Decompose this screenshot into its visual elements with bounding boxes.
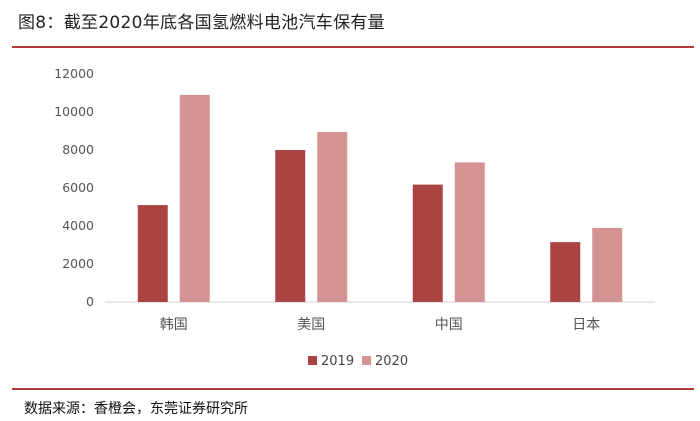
bar-2020-韩国 [179, 94, 210, 303]
y-tick-label: 8000 [62, 142, 94, 157]
bars [137, 94, 623, 303]
x-category-label: 美国 [297, 317, 325, 333]
chart-title: 图8：截至2020年底各国氢燃料电池汽车保有量 [18, 13, 385, 33]
bar-2020-中国 [454, 162, 485, 302]
x-category-label: 中国 [435, 317, 463, 333]
legend-swatch-2020 [362, 356, 371, 365]
y-axis-tick-labels: 0 2000 4000 6000 8000 10000 12000 [54, 66, 94, 309]
bar-2020-美国 [317, 131, 348, 302]
y-tick-label: 2000 [62, 256, 94, 271]
bar-2020-日本 [592, 227, 623, 302]
y-tick-label: 10000 [54, 104, 94, 119]
bar-2019-日本 [550, 242, 581, 302]
x-category-label: 韩国 [160, 317, 188, 333]
y-tick-label: 4000 [62, 218, 94, 233]
title-divider [12, 46, 694, 48]
y-tick-label: 0 [86, 294, 94, 309]
x-category-label: 日本 [572, 317, 600, 333]
bar-2019-中国 [412, 184, 443, 302]
legend: 2019 2020 [308, 354, 408, 369]
x-axis-category-labels: 韩国 美国 中国 日本 [160, 317, 601, 333]
legend-swatch-2019 [308, 356, 317, 365]
bar-2019-美国 [275, 150, 306, 302]
bar-chart: 0 2000 4000 6000 8000 10000 12000 韩国 美国 中国 日本 201… [54, 66, 655, 369]
legend-label: 2019 [321, 354, 354, 369]
legend-label: 2020 [375, 354, 408, 369]
y-tick-label: 12000 [54, 66, 94, 81]
source-divider [12, 388, 694, 390]
bar-2019-韩国 [137, 205, 168, 302]
y-tick-label: 6000 [62, 180, 94, 195]
source-note: 数据来源：香橙会，东莞证券研究所 [24, 401, 248, 417]
